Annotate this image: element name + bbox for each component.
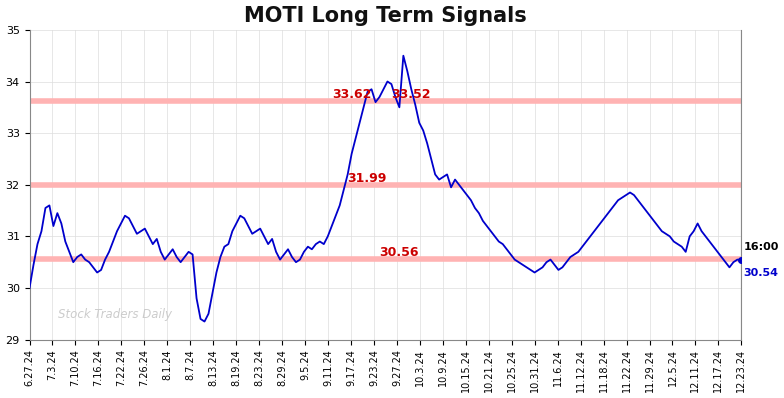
Text: 33.62: 33.62 [332,88,372,101]
Text: 30.56: 30.56 [379,246,419,259]
Text: 30.54: 30.54 [743,268,779,278]
Text: 16:00: 16:00 [743,242,779,252]
Text: 33.52: 33.52 [391,88,431,101]
Title: MOTI Long Term Signals: MOTI Long Term Signals [244,6,527,25]
Text: 31.99: 31.99 [347,172,387,185]
Text: Stock Traders Daily: Stock Traders Daily [58,308,172,321]
